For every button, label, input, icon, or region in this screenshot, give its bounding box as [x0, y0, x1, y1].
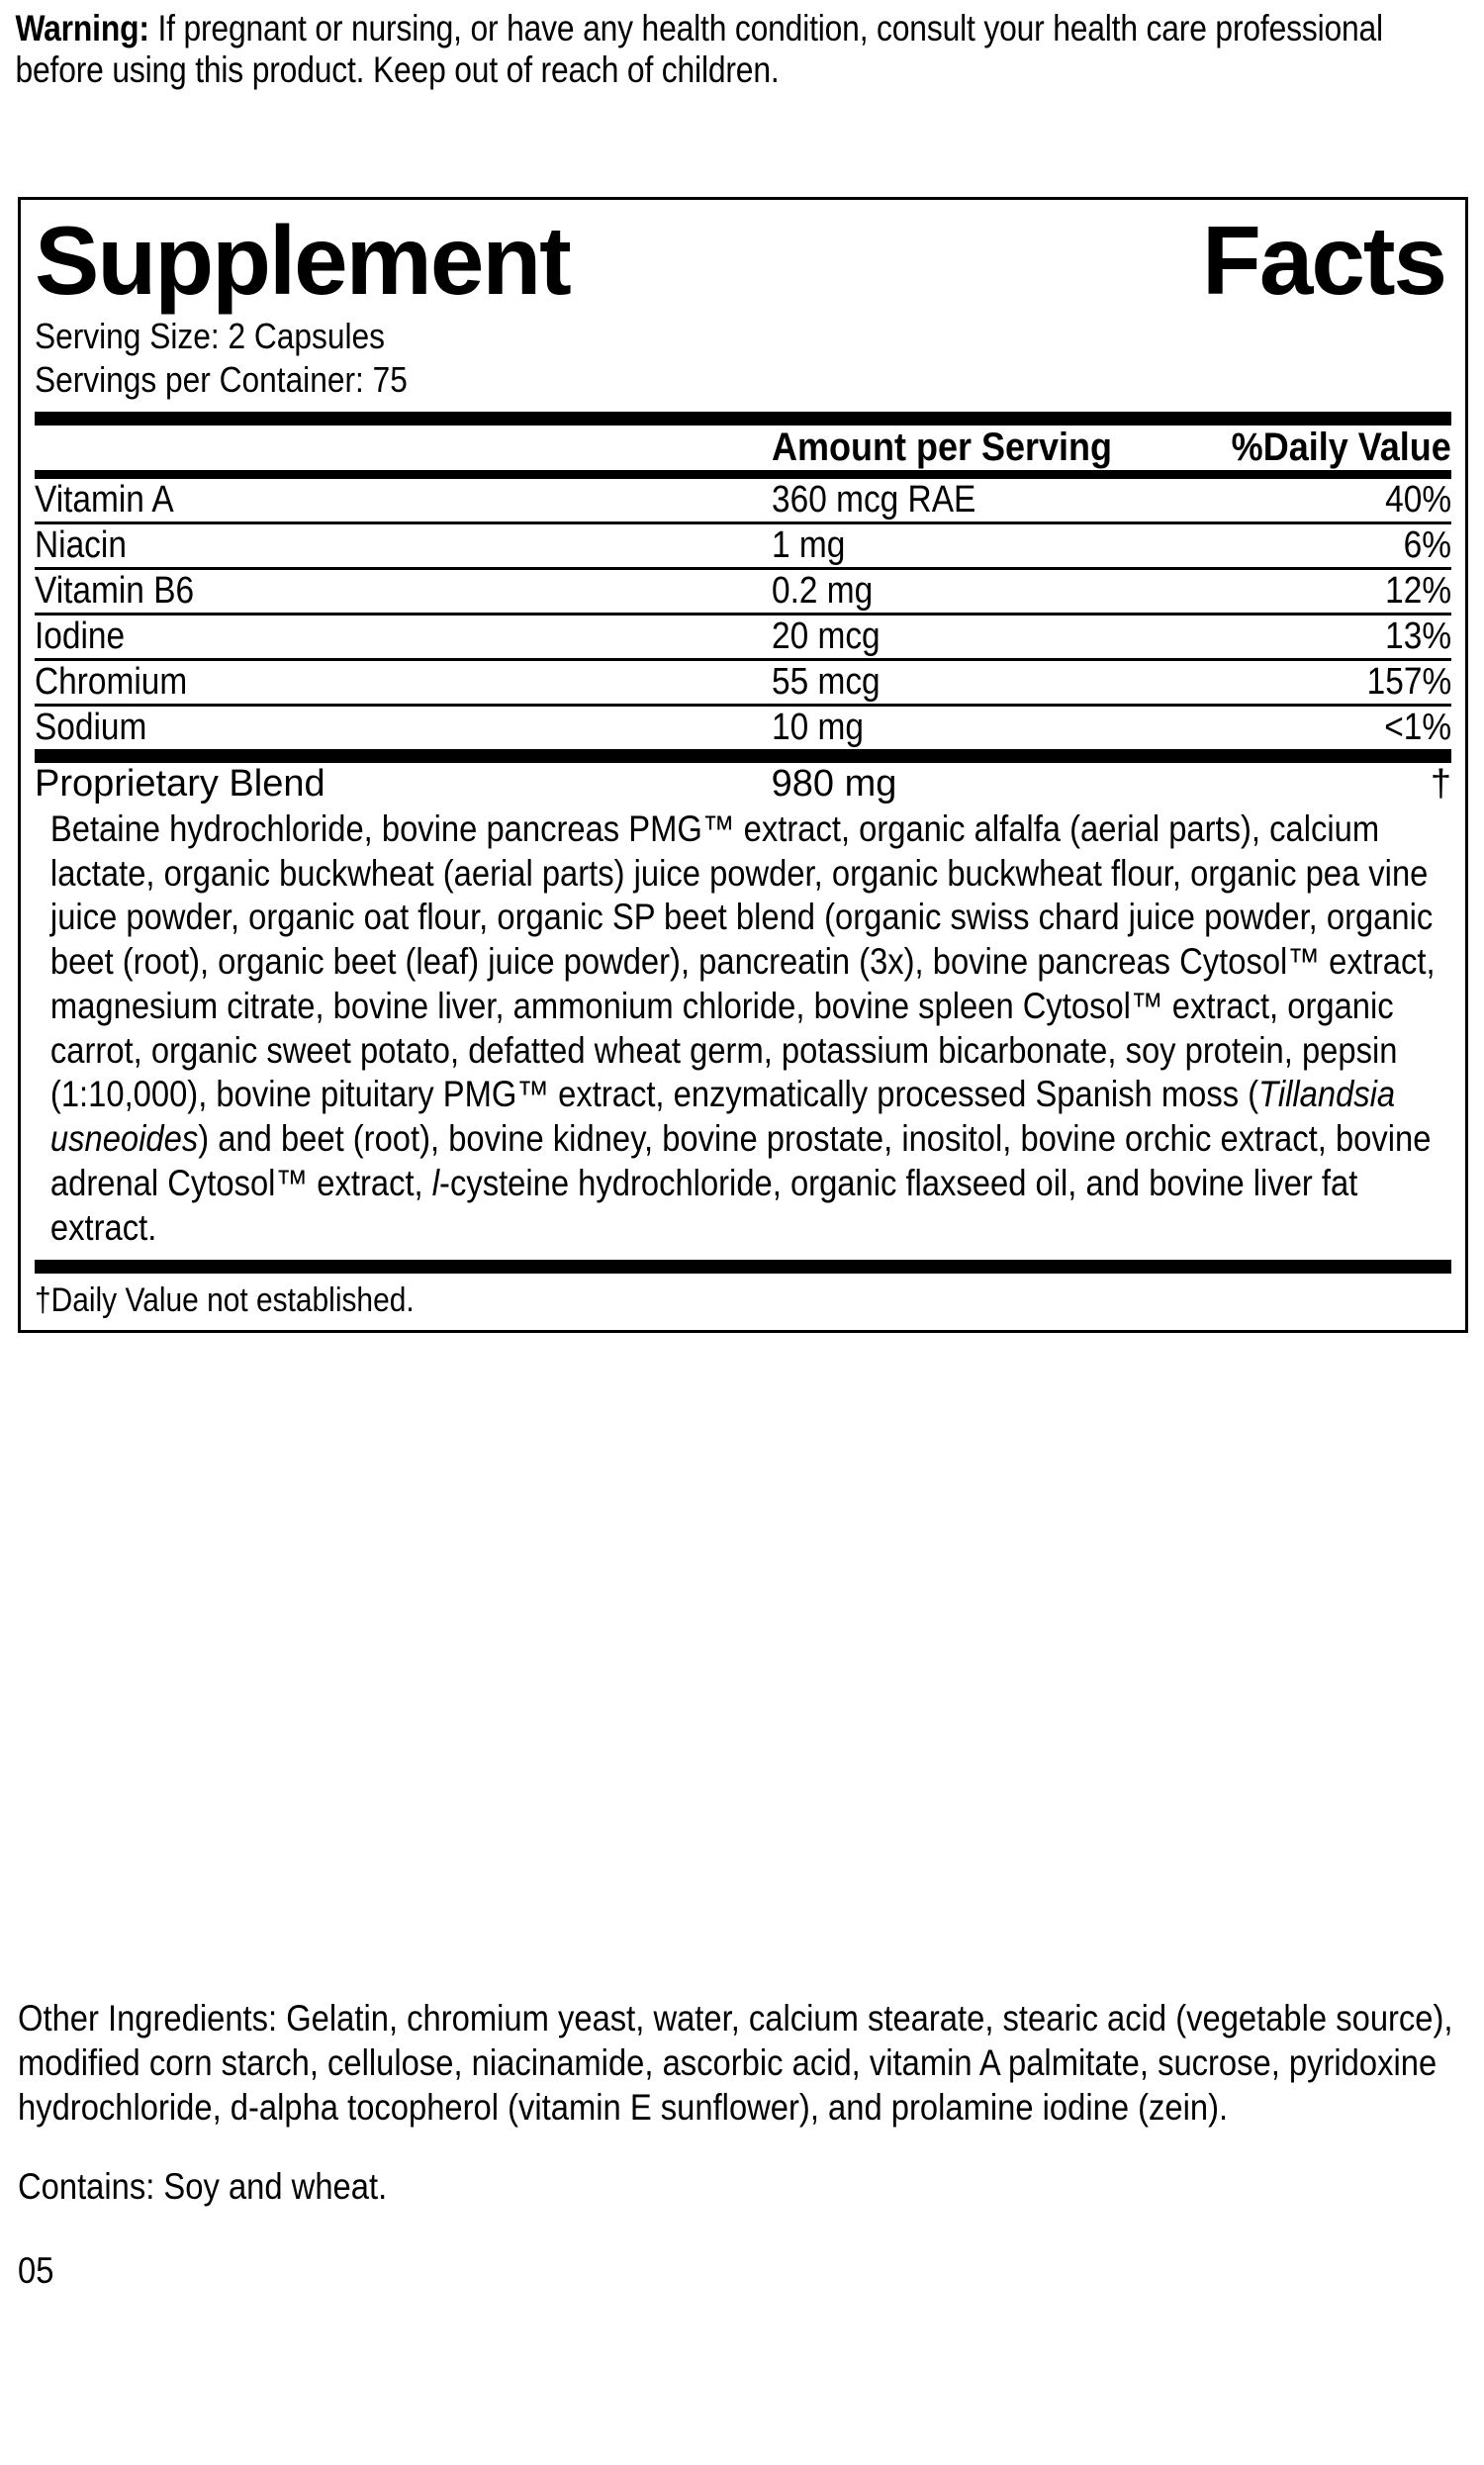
warning-block: Warning: If pregnant or nursing, or have… — [0, 0, 1472, 91]
supplement-facts-title: Supplement Facts — [35, 200, 1451, 313]
blend-ingredients: Betaine hydrochloride, bovine pancreas P… — [49, 807, 1436, 1248]
rule-heavy-top — [35, 411, 1451, 426]
title-word-supplement: Supplement — [35, 206, 572, 315]
contains-allergens: Contains: Soy and wheat. — [18, 2166, 388, 2208]
nutrient-name: Sodium — [35, 706, 147, 748]
warning-label: Warning: — [15, 8, 149, 48]
nutrition-table: Amount per Serving %Daily Value — [35, 426, 1451, 470]
nutrient-dv: <1% — [1384, 706, 1451, 748]
nutrient-dv: 157% — [1366, 660, 1451, 703]
nutrient-amount: 20 mcg — [771, 615, 881, 657]
nutrient-amount: 0.2 mg — [771, 569, 873, 612]
blend-name: Proprietary Blend — [35, 762, 325, 805]
nutrient-amount: 10 mg — [771, 706, 864, 748]
header-amount-text: Amount per Serving — [771, 425, 1112, 469]
nutrient-dv: 12% — [1385, 569, 1451, 612]
table-row: Vitamin B6 0.2 mg 12% — [35, 570, 1451, 613]
warning-text: If pregnant or nursing, or have any heal… — [15, 8, 1383, 90]
servings-per-container: Servings per Container: 75 — [35, 358, 408, 400]
header-dv-text: %Daily Value — [1231, 425, 1451, 469]
daily-value-note: †Daily Value not established. — [35, 1281, 415, 1320]
nutrient-amount: 55 mcg — [771, 660, 881, 703]
nutrient-dv: 13% — [1385, 615, 1451, 657]
row-separator — [35, 657, 1451, 661]
title-word-facts: Facts — [1201, 206, 1447, 315]
nutrient-name: Vitamin A — [35, 478, 174, 521]
other-ingredients: Other Ingredients: Gelatin, chromium yea… — [18, 1998, 1453, 2128]
nutrient-name: Iodine — [35, 615, 126, 657]
blend-amount: 980 mg — [771, 762, 897, 805]
nutrient-dv: 40% — [1385, 478, 1451, 521]
table-header-row: Amount per Serving %Daily Value — [35, 426, 1451, 470]
blend-dagger-symbol: † — [1430, 762, 1451, 805]
header-nutrient — [35, 426, 772, 470]
nutrient-dv: 6% — [1403, 523, 1451, 566]
proprietary-blend-row: Proprietary Blend 980 mg † — [35, 763, 1451, 806]
serving-info: Serving Size: 2 Capsules Servings per Co… — [35, 313, 1451, 412]
rule-heavy-after-blend — [35, 1260, 1451, 1275]
nutrient-rows-table: Vitamin A 360 mcg RAE 40% Niacin 1 mg 6%… — [35, 479, 1451, 749]
nutrient-amount: 360 mcg RAE — [771, 478, 975, 521]
serving-size: Serving Size: 2 Capsules — [35, 316, 385, 356]
table-row: Chromium 55 mcg 157% — [35, 661, 1451, 704]
rule-med-under-header — [35, 469, 1451, 479]
rule-heavy-before-blend — [35, 748, 1451, 763]
row-separator — [35, 612, 1451, 616]
header-amount-per-serving: Amount per Serving — [772, 426, 1168, 470]
nutrient-amount: 1 mg — [771, 523, 845, 566]
table-row: Sodium 10 mg <1% — [35, 707, 1451, 749]
footer-block: Other Ingredients: Gelatin, chromium yea… — [18, 1997, 1472, 2294]
label-code: 05 — [18, 2250, 54, 2292]
proprietary-blend-table: Proprietary Blend 980 mg † — [35, 763, 1451, 806]
row-separator — [35, 566, 1451, 570]
nutrient-name: Chromium — [35, 660, 188, 703]
header-percent-daily-value: %Daily Value — [1168, 426, 1451, 470]
supplement-facts-panel: Supplement Facts Serving Size: 2 Capsule… — [18, 197, 1468, 1333]
table-row: Vitamin A 360 mcg RAE 40% — [35, 479, 1451, 521]
row-separator — [35, 703, 1451, 707]
table-row: Niacin 1 mg 6% — [35, 524, 1451, 567]
nutrient-name: Vitamin B6 — [35, 569, 195, 612]
table-row: Iodine 20 mcg 13% — [35, 616, 1451, 658]
nutrient-name: Niacin — [35, 523, 127, 566]
row-separator — [35, 521, 1451, 524]
